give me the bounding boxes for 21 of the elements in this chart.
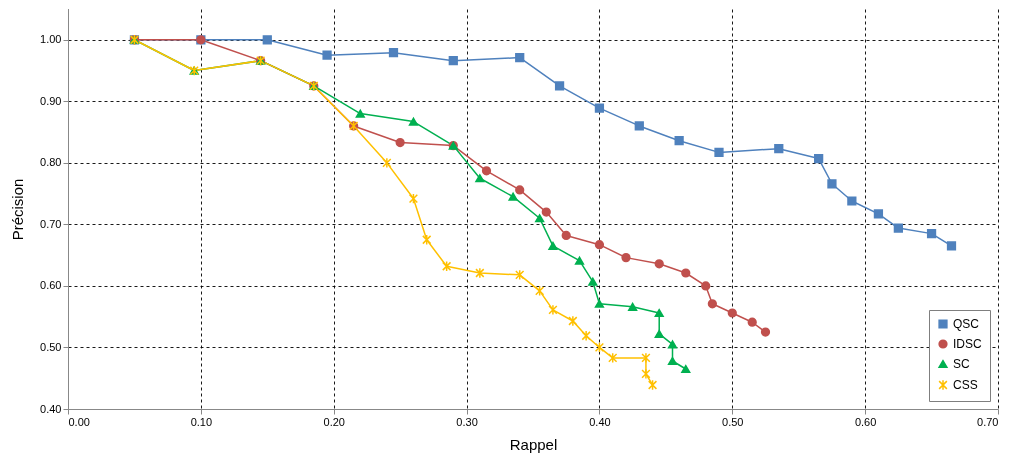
y-tick-label: 0.40 (40, 402, 62, 415)
legend-label: QSC (953, 317, 980, 331)
x-tick-label: 0.40 (589, 415, 611, 428)
x-tick-label: 0.20 (323, 415, 345, 428)
y-tick-label: 0.50 (40, 340, 62, 353)
y-tick-label: 0.90 (40, 94, 62, 107)
y-tick-label: 0.80 (40, 156, 62, 169)
x-axis-title: Rappel (509, 435, 558, 453)
x-tick-label: 0.60 (854, 415, 877, 428)
y-tick-label: 0.70 (40, 217, 62, 230)
y-tick-label: 0.60 (40, 279, 62, 292)
x-tick-label: 0.00 (68, 415, 90, 428)
x-tick-label: 0.30 (456, 415, 478, 428)
y-tick-label: 1.00 (40, 33, 62, 46)
x-tick-label: 0.70 (977, 415, 999, 428)
x-tick-label: 0.50 (722, 415, 744, 428)
legend-label: SC (953, 357, 970, 371)
x-tick-label: 0.10 (190, 415, 213, 428)
legend-label: CSS (953, 378, 978, 392)
y-axis-title: Précision (9, 178, 27, 241)
legend-label: IDSC (953, 337, 982, 351)
